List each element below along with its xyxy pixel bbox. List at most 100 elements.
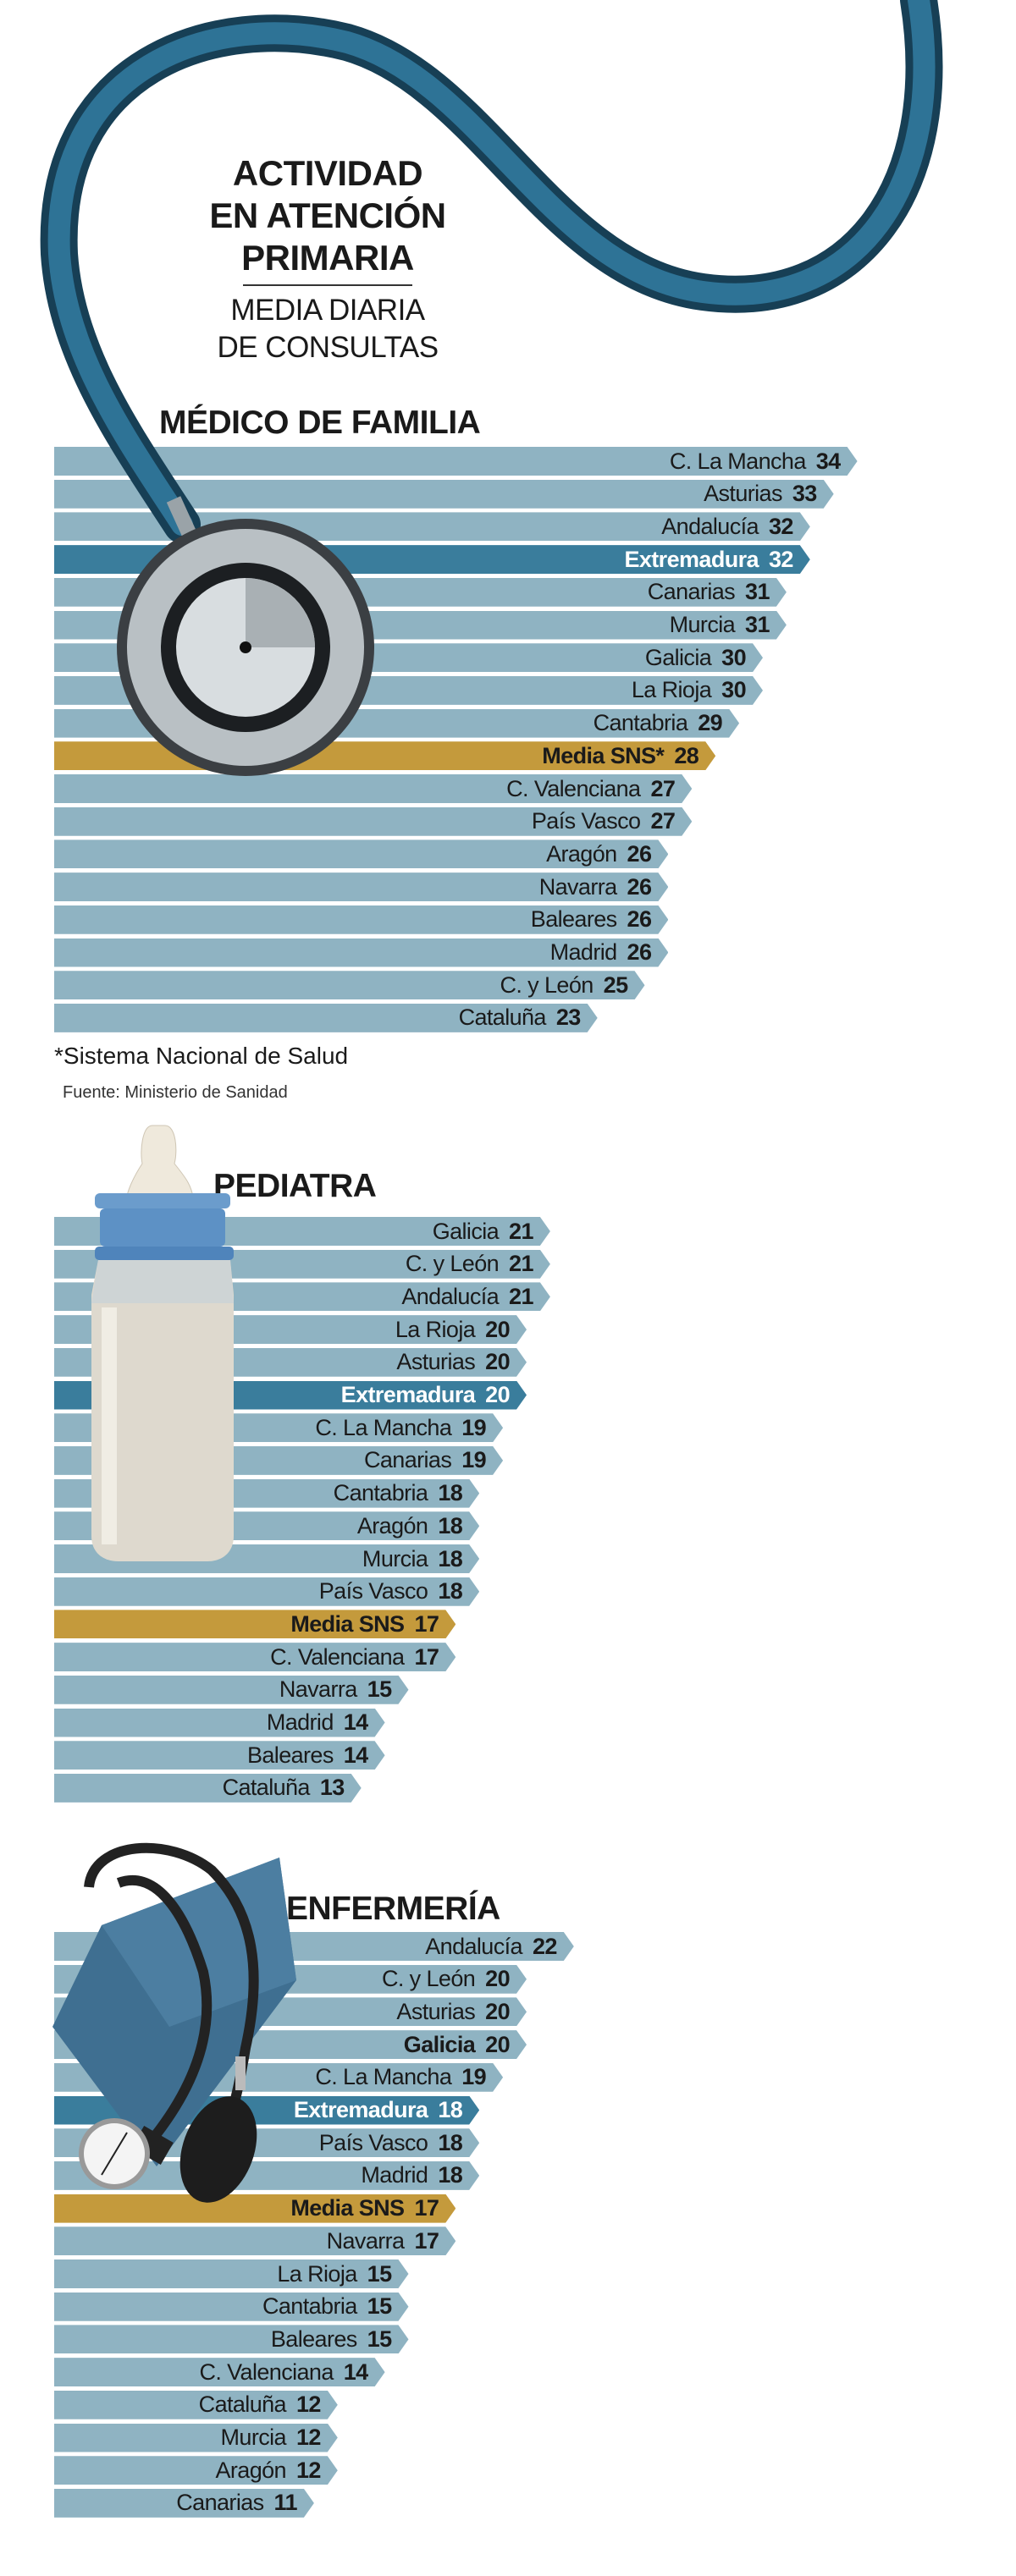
- footnote: *Sistema Nacional de Salud: [54, 1043, 349, 1069]
- bar-label: Media SNS*: [542, 742, 665, 768]
- bar-row: Canarias 19: [54, 1446, 503, 1475]
- bar-value: 23: [555, 1005, 581, 1031]
- bar-value: 20: [485, 1316, 510, 1342]
- bar-value: 19: [461, 1414, 487, 1440]
- bar-row: Navarra 26: [54, 872, 668, 901]
- bar-value: 17: [414, 2195, 439, 2221]
- bar-value: 17: [414, 2227, 439, 2254]
- bar-value: 30: [721, 644, 746, 670]
- bar-row: La Rioja 20: [54, 1315, 527, 1344]
- bar-value: 12: [295, 2392, 321, 2418]
- bar-row: Navarra 15: [54, 1676, 409, 1704]
- bar-label: Aragón: [356, 1512, 428, 1538]
- bar-value: 14: [343, 1709, 368, 1735]
- bar-label: País Vasco: [531, 808, 641, 834]
- bar-label: Galicia: [644, 644, 712, 670]
- bar-row: Aragón 18: [54, 1511, 479, 1540]
- bar-label: Navarra: [538, 873, 617, 900]
- bar-value: 31: [745, 579, 770, 605]
- bar-label: Murcia: [669, 612, 736, 637]
- bar-row: Asturias 20: [54, 1997, 527, 2026]
- bar-value: 26: [627, 873, 652, 900]
- bar-label: Aragón: [546, 840, 617, 867]
- bar-row: Media SNS* 28: [54, 741, 715, 770]
- bar-label: Murcia: [362, 1545, 428, 1571]
- bar-row: Galicia 20: [54, 2030, 527, 2059]
- bar-label: C. La Mancha: [315, 2064, 452, 2090]
- bar-row: Aragón 12: [54, 2456, 338, 2485]
- bar-label: Madrid: [266, 1709, 334, 1735]
- bar-row: Canarias 11: [54, 2489, 314, 2518]
- bar-label: C. y León: [500, 972, 594, 998]
- bar-row: Aragón 26: [54, 839, 668, 868]
- section-title-enfermeria: ENFERMERÍA: [286, 1891, 500, 1927]
- bar-row: La Rioja 15: [54, 2260, 409, 2288]
- bar-label: Cantabria: [333, 1480, 428, 1506]
- bar-value: 27: [650, 808, 676, 834]
- bar-label: Andalucía: [425, 1933, 522, 1959]
- bar-label: La Rioja: [277, 2260, 357, 2287]
- bar-value: 17: [414, 1643, 439, 1670]
- bar-value: 14: [343, 1742, 368, 1768]
- bar-value: 26: [627, 906, 652, 933]
- bar-row: Baleares 26: [54, 905, 668, 934]
- bar-row: Extremadura 18: [54, 2096, 479, 2125]
- bar-row: Andalucía 22: [54, 1932, 574, 1961]
- bar-label: C. La Mancha: [669, 448, 806, 474]
- bar-row: C. y León 21: [54, 1250, 550, 1279]
- bar-label: Cantabria: [593, 710, 688, 736]
- bar-value: 34: [815, 448, 841, 474]
- bar-label: Madrid: [549, 939, 617, 965]
- bar-label: Canarias: [647, 579, 736, 605]
- bar-value: 33: [792, 481, 817, 507]
- bar-value: 28: [674, 742, 699, 768]
- title-line: EN ATENCIÓN: [209, 195, 446, 235]
- bar-value: 18: [438, 2129, 463, 2155]
- bar-label: Extremadura: [624, 546, 759, 572]
- bar-label: Galicia: [403, 2031, 476, 2057]
- bar-row: Baleares 14: [54, 1741, 385, 1770]
- bar-row: C. La Mancha 19: [54, 2063, 503, 2092]
- bar-value: 13: [319, 1775, 345, 1801]
- subtitle-line: MEDIA DIARIA: [230, 294, 425, 327]
- bar-value: 14: [343, 2359, 368, 2385]
- bar-value: 20: [485, 1349, 510, 1375]
- bar-value: 30: [721, 677, 746, 703]
- source-note: Fuente: Ministerio de Sanidad: [63, 1083, 288, 1102]
- bar-value: 11: [273, 2490, 297, 2516]
- infographic-subtitle: MEDIA DIARIA DE CONSULTAS: [158, 292, 497, 366]
- bar-value: 18: [438, 1512, 463, 1538]
- bar-row: Murcia 18: [54, 1544, 479, 1573]
- bar-value: 20: [485, 1382, 510, 1407]
- bar-value: 27: [650, 775, 676, 801]
- bar-label: Cataluña: [198, 2392, 286, 2418]
- section-title-pediatra: PEDIATRA: [213, 1168, 377, 1204]
- bar-value: 12: [295, 2425, 321, 2450]
- bar-value: 17: [414, 1610, 439, 1637]
- bar-row: País Vasco 18: [54, 2128, 479, 2157]
- bar-label: Galicia: [432, 1218, 500, 1244]
- bar-value: 32: [768, 546, 793, 572]
- bar-row: C. Valenciana 17: [54, 1643, 456, 1671]
- bar-value: 25: [603, 972, 628, 998]
- bar-label: Aragón: [215, 2457, 286, 2483]
- bar-value: 15: [367, 1676, 392, 1703]
- section-title-medico: MÉDICO DE FAMILIA: [159, 405, 481, 441]
- bar-row: Cantabria 29: [54, 709, 739, 738]
- bar-label: Andalucía: [401, 1283, 500, 1309]
- bar-value: 26: [627, 840, 652, 867]
- bar-row: Madrid 26: [54, 938, 668, 967]
- bar-row: Media SNS 17: [54, 1610, 456, 1638]
- title-line: PRIMARIA: [241, 238, 414, 278]
- bar-value: 21: [509, 1283, 533, 1309]
- bar-label: País Vasco: [318, 1578, 428, 1604]
- bar-label: C. y León: [405, 1251, 500, 1277]
- bar-value: 12: [295, 2457, 321, 2483]
- bar-row: Media SNS 17: [54, 2194, 456, 2223]
- bar-value: 18: [438, 1578, 463, 1604]
- bar-label: C. La Mancha: [315, 1414, 452, 1440]
- bar-label: Cataluña: [458, 1005, 546, 1031]
- bar-row: C. y León 25: [54, 971, 645, 999]
- subtitle-line: DE CONSULTAS: [217, 331, 439, 364]
- bar-label: Asturias: [396, 1349, 476, 1375]
